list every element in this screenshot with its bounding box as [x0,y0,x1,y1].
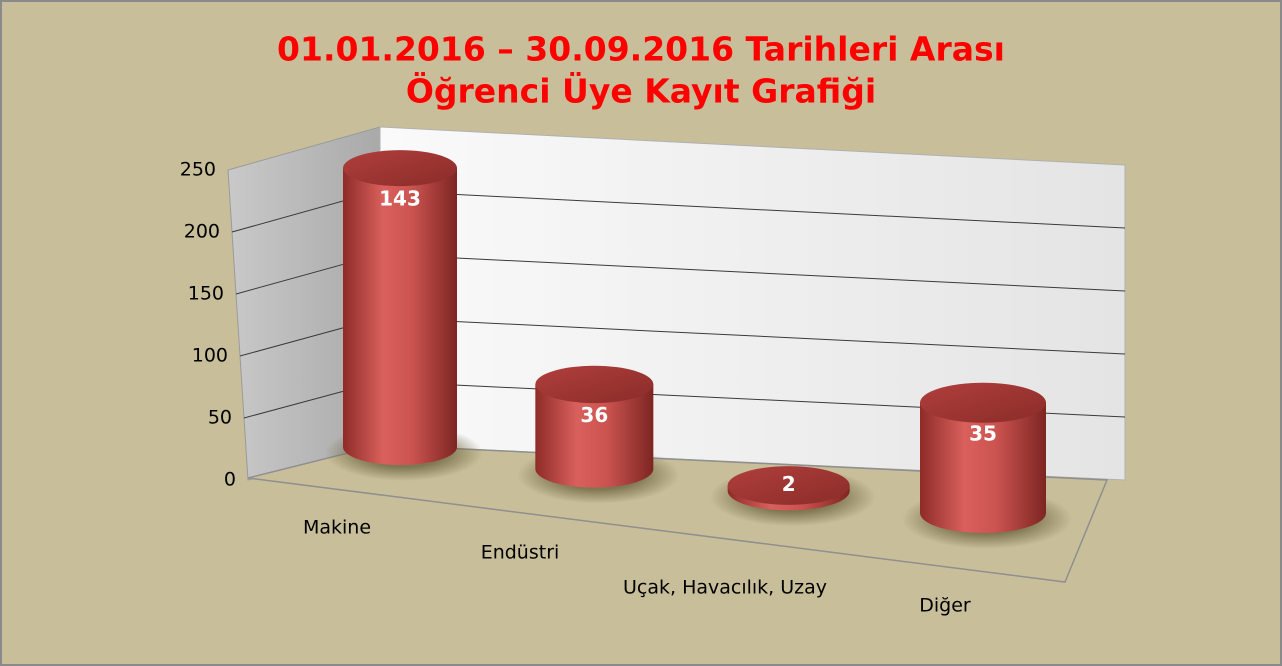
bar-top [727,466,850,505]
bar-body [343,168,457,465]
chart-subtitle: Öğrenci Üye Kayıt Grafiği [406,71,876,111]
x-tick-label: Endüstri [481,542,560,564]
y-tick-label: 250 [180,159,216,181]
bar-top [343,150,457,187]
data-label: 35 [969,421,997,445]
y-tick-label: 0 [224,469,236,491]
x-tick-label: Makine [303,517,371,539]
bar-body [535,384,654,488]
chart-title: 01.01.2016 – 30.09.2016 Tarihleri Arası [277,30,1005,69]
bar-top [535,365,654,404]
y-tick-label: 150 [188,283,224,305]
bar-body [920,402,1046,533]
x-tick-label: Uçak, Havacılık, Uzay [623,577,827,599]
y-tick-label: 50 [208,407,232,429]
bar [709,466,876,527]
y-tick-label: 200 [184,221,220,243]
y-tick-label: 100 [192,345,228,367]
data-label: 2 [782,472,796,496]
x-tick-label: Diğer [919,595,971,617]
bar [902,382,1072,549]
bar-top [920,382,1046,423]
data-label: 36 [580,403,608,427]
data-label: 143 [379,187,421,211]
bar [325,150,483,481]
bar [517,365,680,504]
